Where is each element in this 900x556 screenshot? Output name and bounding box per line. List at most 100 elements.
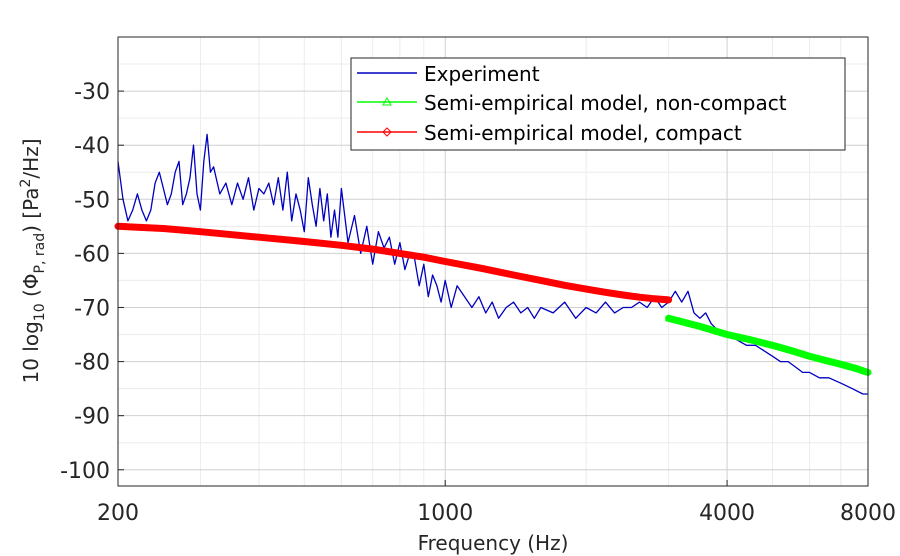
marker-diamond [172,226,180,234]
marker-triangle [723,330,731,338]
x-tick-label: 1000 [417,501,473,526]
legend-label-experiment: Experiment [424,62,540,86]
series-layer [114,133,872,395]
marker-diamond [662,296,670,304]
marker-diamond [613,290,621,298]
x-tick-label: 8000 [840,501,896,526]
marker-diamond [616,291,624,299]
marker-diamond [460,261,468,269]
marker-triangle [670,315,678,323]
marker-triangle [714,327,722,335]
marker-triangle [709,326,718,334]
legend-box [350,57,846,151]
x-axis-label: Frequency (Hz) [418,531,569,555]
marker-diamond [313,239,321,247]
marker-diamond [293,237,301,245]
marker-diamond [640,294,649,302]
marker-diamond [382,247,390,255]
y-axis-label: 10 log10 (ΦP, rad) [Pa2/Hz] [18,139,48,384]
marker-diamond [622,291,630,299]
marker-diamond [504,270,512,278]
marker-diamond [645,294,654,302]
marker-diamond [319,239,327,247]
marker-diamond [447,259,455,267]
marker-diamond [514,272,522,280]
marker-diamond [549,279,557,287]
marker-diamond [643,294,651,302]
x-tick-label: 200 [97,501,139,526]
y-tick-label: -70 [74,296,110,321]
marker-diamond [408,251,416,259]
marker-diamond [650,295,659,303]
marker-diamond [306,238,315,246]
marker-diamond [152,224,160,232]
marker-triangle [700,323,709,331]
marker-diamond [285,236,293,244]
marker-triangle [696,322,704,330]
marker-diamond [255,233,263,241]
marker-diamond [627,292,635,300]
marker-triangle [735,333,743,341]
series-line-experiment [117,133,868,395]
marker-triangle [705,325,713,333]
marker-diamond [660,295,668,304]
marker-diamond [412,252,420,260]
marker-triangle [675,317,683,324]
marker-diamond [144,224,152,232]
marker-triangle [778,344,786,351]
marker-diamond [528,275,536,283]
marker-diamond [519,273,527,281]
tick-marks [117,90,869,486]
marker-diamond [196,228,205,236]
marker-diamond [278,235,286,243]
y-tick-label: -100 [60,459,110,484]
marker-diamond [466,262,474,270]
marker-diamond [532,275,540,284]
series-0 [117,133,868,395]
marker-diamond [190,227,198,235]
marker-diamond [638,293,646,302]
marker-diamond [607,289,615,297]
marker-diamond [478,264,486,273]
marker-diamond [353,243,361,251]
marker-triangle [758,338,766,346]
marker-triangle [691,321,699,328]
marker-diamond [510,271,518,279]
legend-marker-triangle [382,96,392,106]
marker-diamond [472,263,480,271]
marker-diamond [165,225,174,233]
marker-diamond [441,257,449,266]
y-tick-label: -80 [74,351,110,376]
marker-diamond [635,293,644,301]
marker-triangle [771,342,780,350]
y-tick-label: -50 [74,188,110,213]
marker-diamond [658,295,666,303]
legend: Experiment Semi-empirical model, non-com… [350,57,846,151]
marker-diamond [358,244,366,252]
marker-diamond [499,269,507,277]
marker-diamond [630,292,638,301]
marker-diamond [226,230,234,239]
marker-diamond [400,250,408,258]
marker-diamond [601,288,610,296]
marker-diamond [416,252,424,261]
marker-triangle [781,345,790,352]
series-1 [664,314,872,376]
marker-diamond [369,245,377,253]
marker-diamond [178,226,186,234]
marker-diamond [557,280,565,289]
marker-triangle [747,336,755,343]
marker-diamond [331,241,339,249]
marker-diamond [633,293,641,301]
marker-triangle [664,314,673,322]
marker-diamond [604,289,613,297]
marker-diamond [129,223,137,231]
marker-diamond [541,277,549,285]
marker-triangle [731,332,739,340]
marker-diamond [619,291,627,299]
marker-diamond [262,234,271,242]
marker-diamond [483,266,492,274]
marker-diamond [137,223,145,231]
marker-diamond [245,232,253,240]
marker-diamond [545,278,553,286]
